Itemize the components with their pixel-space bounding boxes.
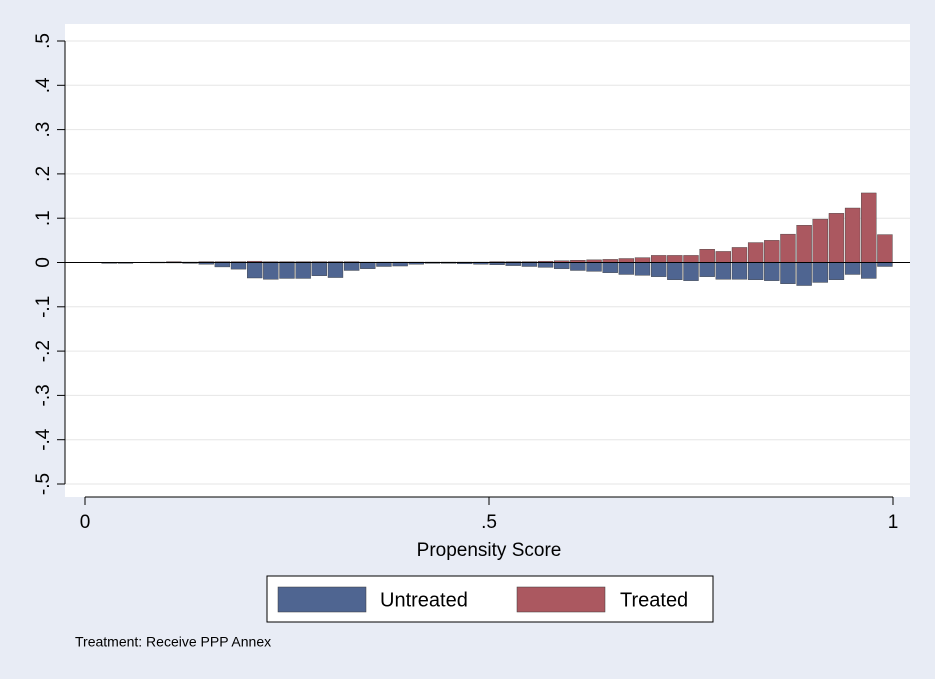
- bar: [279, 262, 295, 279]
- y-tick-label: -.5: [33, 473, 54, 495]
- bar: [634, 262, 651, 276]
- bar: [699, 249, 715, 263]
- y-tick-label: .3: [33, 122, 54, 138]
- note: Treatment: Receive PPP Annex: [75, 634, 271, 650]
- bar: [796, 225, 812, 263]
- bar: [618, 262, 635, 275]
- bar: [699, 262, 715, 277]
- bar: [828, 213, 845, 263]
- bar: [780, 233, 796, 263]
- y-tick-label: -.3: [33, 384, 54, 406]
- bar: [634, 257, 651, 263]
- legend-swatch: [277, 586, 367, 613]
- bar: [747, 262, 764, 280]
- bar: [715, 262, 732, 280]
- y-tick-label: -.1: [33, 296, 54, 318]
- bar: [586, 262, 602, 272]
- y-tick-label: .4: [33, 77, 54, 93]
- bar: [764, 240, 780, 263]
- x-tick-label: 1: [888, 512, 899, 533]
- bar: [246, 262, 263, 279]
- bar: [392, 262, 408, 267]
- bar: [812, 218, 828, 263]
- bar: [844, 207, 861, 263]
- bar: [877, 262, 893, 267]
- y-tick-label: .1: [33, 210, 54, 226]
- bar: [295, 262, 311, 279]
- bar: [376, 262, 392, 267]
- bar: [667, 255, 683, 263]
- x-axis-title: Propensity Score: [417, 540, 562, 561]
- x-tick-label: 0: [80, 512, 91, 533]
- bar: [715, 251, 732, 263]
- bar: [343, 262, 360, 271]
- y-tick-label: 0: [33, 257, 54, 268]
- bar: [861, 262, 877, 279]
- bar: [683, 255, 699, 263]
- bar: [651, 255, 667, 263]
- y-tick-label: .5: [33, 33, 54, 49]
- bar: [812, 262, 828, 283]
- legend-label: Treated: [620, 589, 688, 611]
- bar: [780, 262, 796, 284]
- bar: [360, 262, 376, 269]
- bar: [877, 234, 893, 263]
- y-tick-label: -.4: [33, 428, 54, 451]
- x-tick-label: .5: [481, 512, 497, 533]
- bar: [537, 262, 554, 268]
- bar: [667, 262, 683, 280]
- y-tick-label: .2: [33, 166, 54, 182]
- bar: [731, 247, 748, 263]
- y-tick-label: -.2: [33, 340, 54, 362]
- bar: [230, 262, 247, 270]
- bar: [796, 262, 812, 286]
- bar: [731, 262, 748, 280]
- bar: [618, 258, 635, 263]
- bar: [828, 262, 845, 280]
- legend-swatch: [516, 586, 606, 613]
- bar: [521, 262, 538, 267]
- bar: [764, 262, 780, 281]
- bar: [311, 262, 327, 276]
- bar: [844, 262, 861, 275]
- bar: [263, 262, 279, 280]
- legend-label: Untreated: [380, 589, 468, 611]
- bar: [554, 262, 570, 269]
- bar: [861, 192, 877, 263]
- bar: [570, 262, 586, 271]
- bar: [602, 262, 618, 273]
- bar: [747, 242, 764, 263]
- bar: [327, 262, 344, 278]
- bar: [683, 262, 699, 281]
- bar: [651, 262, 667, 277]
- bar: [214, 262, 231, 268]
